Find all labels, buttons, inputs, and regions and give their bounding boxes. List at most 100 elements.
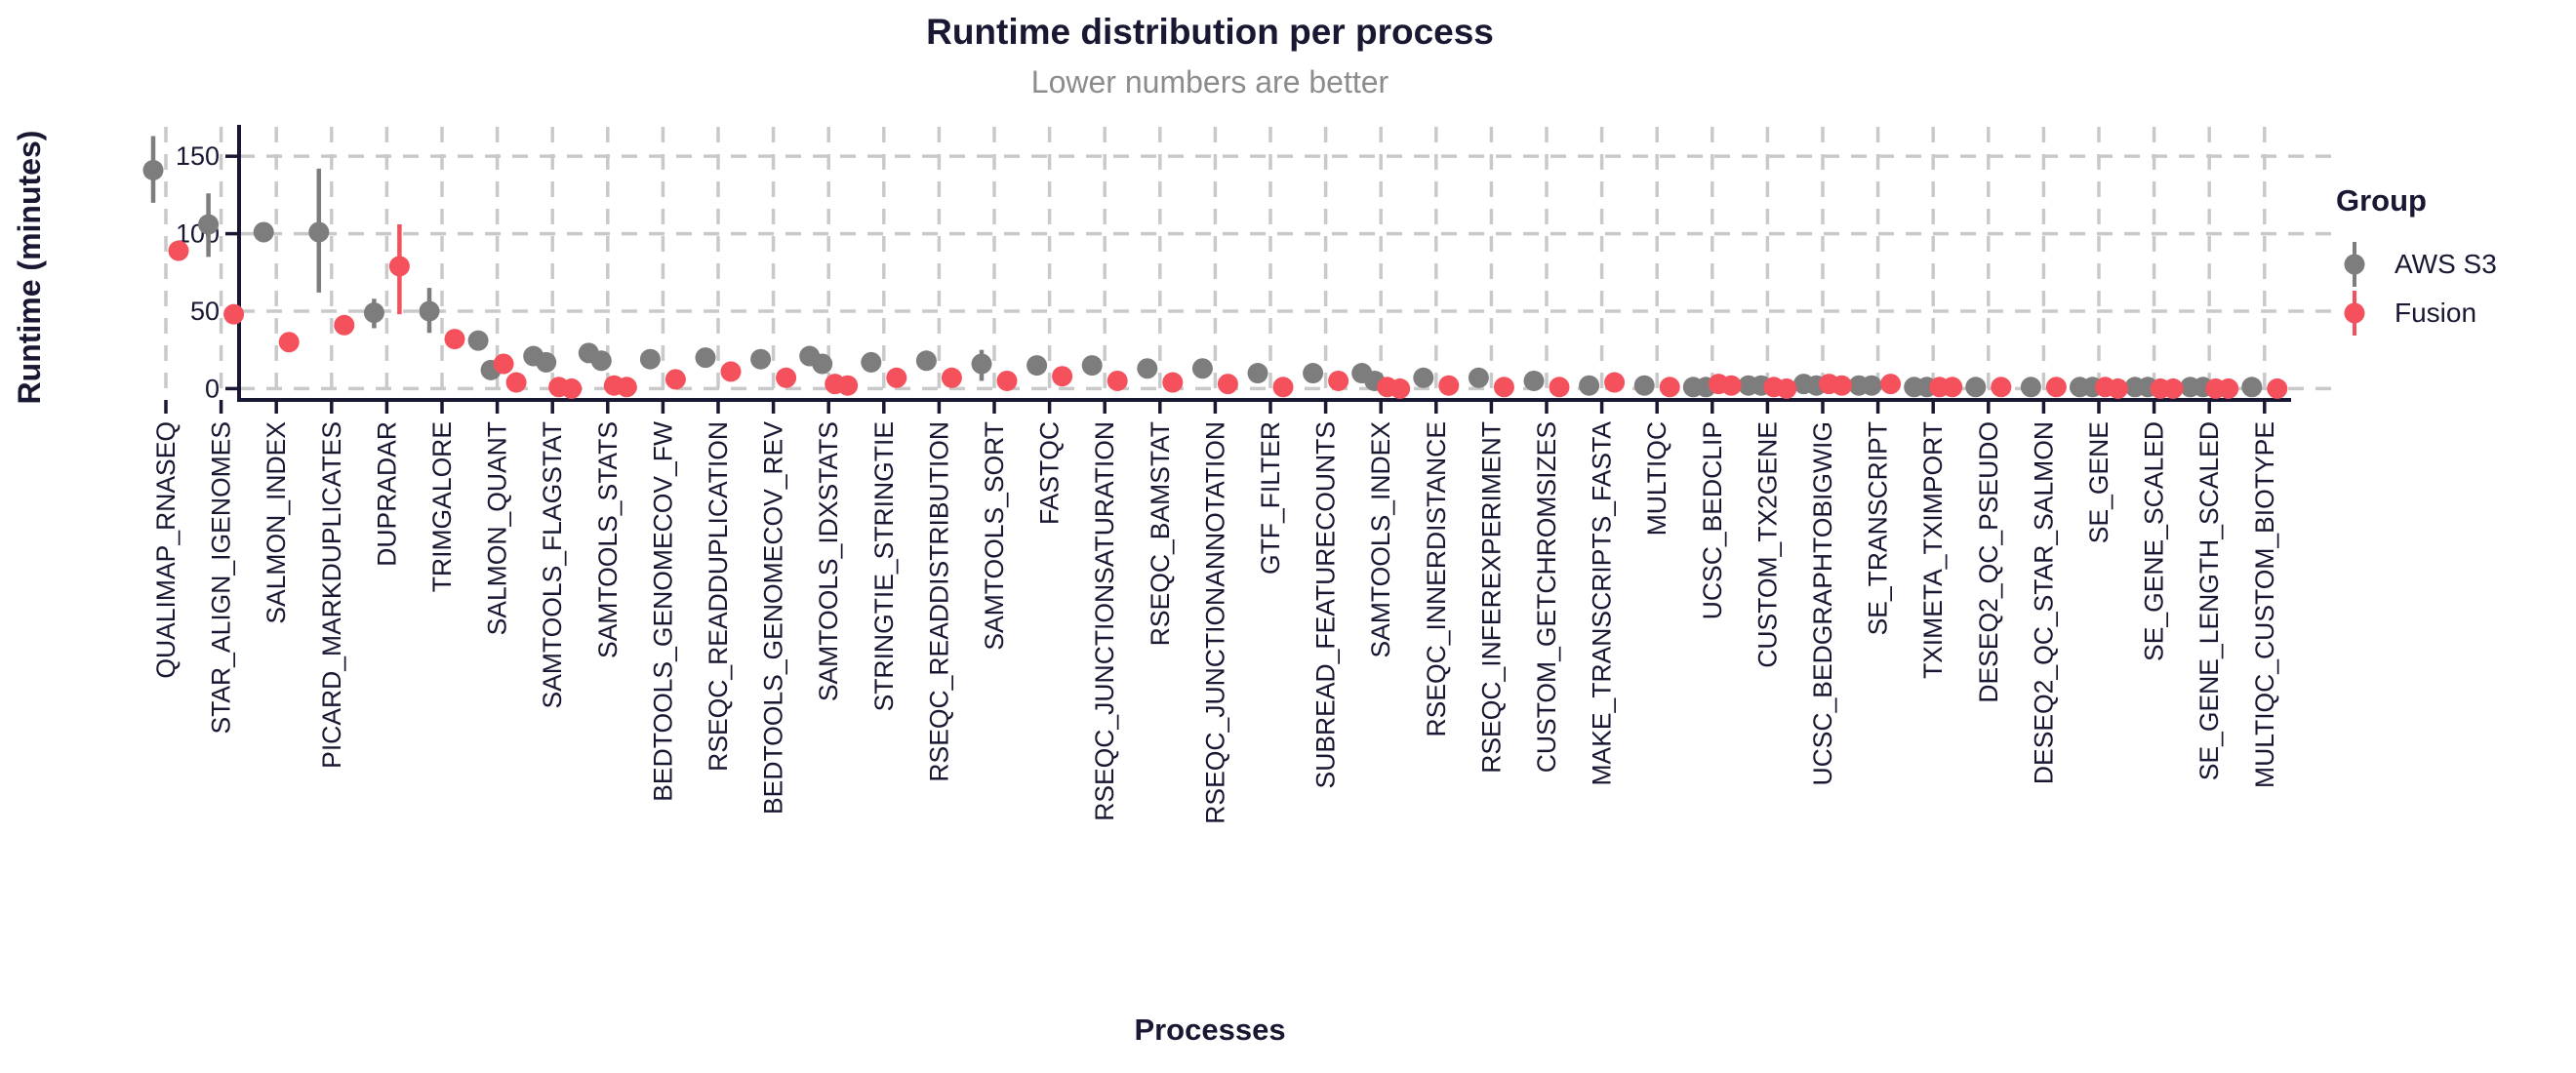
- x-tick-label: UCSC_BEDGRAPHTOBIGWIG: [1808, 421, 1837, 786]
- data-point-aws: [1026, 355, 1048, 377]
- legend-item-aws-s3: AWS S3: [2334, 240, 2497, 289]
- data-point-fusion: [616, 377, 637, 398]
- x-tick-label: SE_TRANSCRIPT: [1864, 421, 1893, 635]
- data-point-aws: [363, 302, 384, 324]
- x-tick-label: DUPRADAR: [372, 421, 401, 567]
- x-tick-label: SALMON_INDEX: [262, 421, 291, 624]
- data-point-fusion: [720, 361, 742, 382]
- x-tick-label: MAKE_TRANSCRIPTS_FASTA: [1588, 421, 1617, 786]
- x-tick-label: SAMTOOLS_SORT: [980, 421, 1009, 651]
- x-tick-label: SALMON_QUANT: [483, 421, 512, 635]
- x-tick-label: SUBREAD_FEATURECOUNTS: [1311, 421, 1341, 788]
- y-tick-label: 150: [176, 141, 220, 171]
- data-point-aws: [1413, 367, 1434, 388]
- data-point-fusion: [1328, 370, 1349, 391]
- pointrange-glyph-icon: [2344, 242, 2365, 287]
- x-tick-label: FASTQC: [1035, 421, 1065, 525]
- x-tick-label: RSEQC_JUNCTIONANNOTATION: [1200, 421, 1229, 824]
- x-tick-label: RSEQC_READDUPLICATION: [704, 421, 733, 772]
- y-tick-label: 0: [205, 374, 220, 403]
- data-point-fusion: [2045, 377, 2067, 398]
- x-tick-label: STRINGTIE_STRINGTIE: [869, 421, 899, 711]
- data-point-fusion: [334, 314, 355, 336]
- data-point-aws: [467, 330, 489, 351]
- legend-title: Group: [2336, 183, 2427, 218]
- legend-item-label: Fusion: [2395, 298, 2477, 328]
- data-point-fusion: [493, 353, 514, 375]
- data-point-aws: [419, 300, 440, 322]
- data-point-fusion: [886, 367, 907, 388]
- x-tick-label: RSEQC_INNERDISTANCE: [1422, 421, 1451, 736]
- x-tick-label: BEDTOOLS_GENOMECOV_FW: [648, 421, 677, 802]
- x-axis-title: Processes: [1134, 1013, 1286, 1047]
- data-point-aws: [253, 221, 274, 243]
- data-point-aws: [750, 348, 772, 370]
- data-point-aws: [1523, 370, 1545, 391]
- data-point-fusion: [278, 332, 300, 353]
- x-tick-label: SE_GENE_SCALED: [2140, 421, 2169, 661]
- data-point-aws: [971, 353, 992, 375]
- data-point-fusion: [1217, 374, 1238, 395]
- x-tick-label: CUSTOM_GETCHROMSIZES: [1532, 421, 1561, 773]
- data-point-fusion: [2218, 378, 2239, 399]
- data-point-fusion: [444, 329, 465, 350]
- x-tick-label: CUSTOM_TX2GENE: [1752, 421, 1782, 668]
- pointrange-glyph-icon: [2344, 291, 2365, 336]
- x-tick-label: SAMTOOLS_IDXSTATS: [814, 421, 843, 701]
- data-point-aws: [861, 351, 882, 373]
- x-tick-label: RSEQC_BAMSTAT: [1146, 421, 1175, 646]
- data-point-fusion: [941, 367, 962, 388]
- data-point-aws: [2020, 377, 2041, 398]
- legend: Group AWS S3 Fusion: [2334, 183, 2497, 338]
- data-point-aws: [812, 353, 833, 375]
- x-tick-label: DESEQ2_QC_PSEUDO: [1974, 421, 2003, 703]
- data-point-aws: [142, 159, 164, 180]
- x-tick-label: RSEQC_READDISTRIBUTION: [924, 421, 953, 782]
- data-point-fusion: [388, 256, 410, 277]
- x-tick-label: TXIMETA_TXIMPORT: [1918, 421, 1948, 679]
- data-point-aws: [536, 351, 557, 373]
- data-point-fusion: [505, 372, 527, 393]
- data-point-fusion: [664, 369, 686, 390]
- data-point-fusion: [2108, 378, 2128, 399]
- data-point-aws: [695, 347, 716, 369]
- data-point-fusion: [1776, 378, 1797, 399]
- x-tick-label: SAMTOOLS_INDEX: [1366, 421, 1395, 658]
- data-point-fusion: [1659, 377, 1680, 398]
- data-point-fusion: [996, 370, 1018, 391]
- data-point-aws: [2241, 377, 2263, 398]
- data-point-aws: [1579, 375, 1600, 396]
- data-point-aws: [1081, 355, 1103, 377]
- x-tick-label: STAR_ALIGN_IGENOMES: [207, 421, 236, 735]
- data-point-fusion: [1107, 370, 1128, 391]
- x-tick-label: SAMTOOLS_STATS: [593, 421, 623, 658]
- data-point-aws: [1137, 358, 1158, 379]
- legend-item-label: AWS S3: [2395, 249, 2497, 279]
- y-tick-label: 50: [190, 297, 220, 326]
- data-point-fusion: [776, 367, 797, 388]
- data-point-aws: [1633, 375, 1655, 396]
- x-tick-label: GTF_FILTER: [1256, 421, 1285, 575]
- data-point-fusion: [1438, 375, 1460, 396]
- data-point-fusion: [223, 303, 245, 325]
- data-point-aws: [590, 350, 612, 372]
- x-tick-label: DESEQ2_QC_STAR_SALMON: [2029, 421, 2058, 784]
- x-tick-label: RSEQC_INFEREXPERIMENT: [1476, 421, 1506, 774]
- data-point-fusion: [1720, 375, 1742, 396]
- x-tick-label: BEDTOOLS_GENOMECOV_REV: [759, 421, 788, 815]
- data-point-fusion: [1549, 377, 1570, 398]
- data-point-aws: [1861, 375, 1882, 396]
- data-point-fusion: [837, 375, 859, 396]
- data-point-aws: [198, 214, 220, 235]
- data-point-fusion: [1604, 372, 1626, 393]
- data-point-fusion: [1052, 366, 1073, 387]
- data-point-aws: [915, 350, 937, 372]
- data-point-fusion: [561, 378, 583, 399]
- x-tick-label: UCSC_BEDCLIP: [1698, 421, 1727, 619]
- data-point-aws: [308, 221, 330, 243]
- data-point-fusion: [1991, 377, 2012, 398]
- legend-item-fusion: Fusion: [2334, 289, 2497, 338]
- data-point-fusion: [1880, 374, 1902, 395]
